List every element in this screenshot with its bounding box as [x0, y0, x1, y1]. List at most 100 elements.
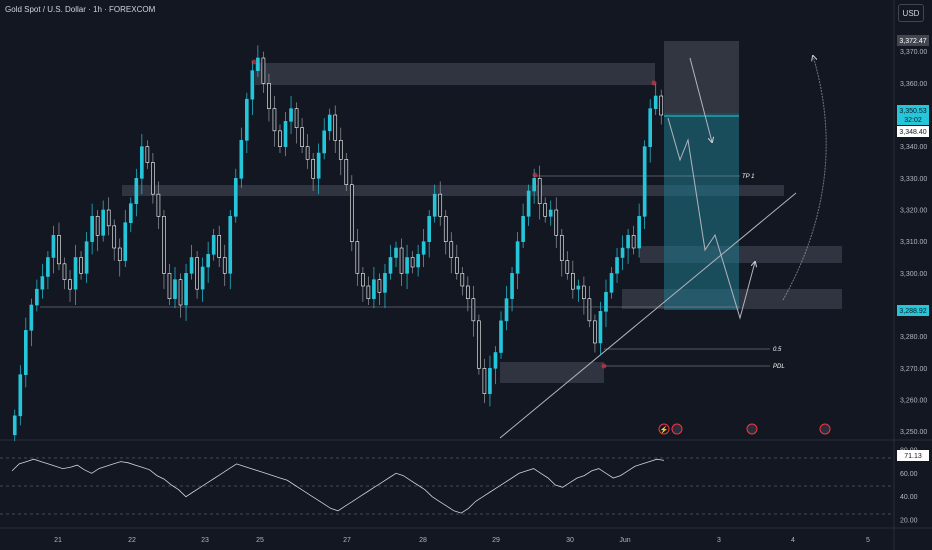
candle-body	[140, 146, 144, 179]
candle-body	[366, 285, 371, 299]
time-axis[interactable]: 21 22 23 25 27 28 29 30 Jun 3 4 5	[54, 537, 870, 544]
candle-body	[233, 178, 238, 217]
candle-body	[18, 374, 23, 417]
candle-body	[372, 279, 376, 299]
candle-body	[283, 121, 288, 147]
upper-resistance-zone[interactable]	[255, 63, 655, 85]
flag-event-icon[interactable]	[819, 423, 831, 435]
price-axis[interactable]: 3,370.00 3,360.00 3,340.00 3,330.00 3,320.00…	[900, 49, 927, 436]
mid-resistance-zone[interactable]	[122, 185, 784, 196]
candle-body	[653, 95, 658, 109]
candle-body	[12, 415, 17, 436]
candle-body	[112, 225, 117, 249]
candle-body	[184, 273, 188, 306]
candle-body	[90, 216, 94, 242]
candle-body	[40, 276, 45, 290]
candle-body	[515, 241, 520, 274]
candle-body	[388, 257, 393, 274]
candle-body	[189, 257, 194, 274]
time-tick-label: 4	[791, 537, 795, 544]
candle-body	[504, 298, 509, 322]
projection-path[interactable]	[667, 56, 827, 320]
pivot-marker	[651, 80, 657, 86]
candle-body	[200, 266, 205, 290]
candle-body	[499, 320, 503, 353]
candle-body	[62, 263, 67, 280]
candle-body	[399, 247, 404, 274]
event-icons[interactable]: ⚡	[658, 423, 831, 435]
candle-body	[239, 140, 244, 179]
candle-body	[35, 288, 39, 306]
tp1-label: TP 1	[742, 174, 754, 180]
candle-body	[162, 216, 166, 274]
lightning-event-icon[interactable]	[658, 423, 670, 435]
candle-body	[615, 257, 619, 274]
candle-body	[416, 254, 420, 268]
candle-body	[410, 257, 415, 268]
current-price-badge	[897, 105, 929, 125]
projection-arrow-up[interactable]	[689, 57, 712, 142]
price-tick-label: 3,330.00	[900, 176, 927, 183]
price-tick-label: 3,360.00	[900, 81, 927, 88]
candle-body	[571, 273, 575, 290]
candle-body	[145, 146, 150, 163]
price-tick-label: 3,340.00	[900, 144, 927, 151]
oscillator-pane[interactable]	[0, 457, 894, 515]
candle-body	[117, 247, 122, 261]
candle-body	[250, 70, 255, 100]
entry-price-label: 3,348.40	[899, 129, 926, 136]
candle-body	[488, 368, 492, 394]
candle-body	[466, 285, 470, 299]
candle-body	[217, 235, 222, 258]
currency-button[interactable]: USD	[898, 4, 924, 22]
candle-body	[548, 209, 553, 217]
projection-arrow-path[interactable]	[667, 117, 755, 320]
candle-body	[272, 108, 277, 132]
candle-body	[648, 108, 653, 147]
candle-body	[278, 130, 282, 147]
candle-body	[46, 257, 50, 277]
position-profit-area[interactable]	[664, 113, 739, 310]
candle-body	[206, 254, 210, 268]
entry-price-badge	[897, 126, 929, 137]
candle-body	[245, 98, 249, 141]
time-tick-label: 28	[419, 537, 427, 544]
time-tick-label: 22	[128, 537, 136, 544]
oscillator-value-label: 71.13	[904, 453, 922, 460]
candle-body	[377, 279, 382, 293]
candle-body	[228, 216, 233, 274]
demand-zone[interactable]	[500, 362, 604, 383]
candle-body	[267, 83, 271, 109]
candle-body	[51, 235, 56, 258]
candle-body	[604, 292, 608, 312]
price-tick-label: 3,370.00	[900, 49, 927, 56]
pivot-markers	[251, 59, 657, 369]
candle-body	[316, 152, 321, 179]
lightning-icon: ⚡	[660, 425, 669, 434]
flag-event-icon[interactable]	[671, 423, 683, 435]
candle-body	[609, 273, 614, 293]
candle-body	[521, 216, 525, 242]
candle-body	[23, 330, 28, 375]
projection-arc[interactable]	[782, 56, 827, 301]
candle-body	[477, 320, 481, 369]
ascending-trendline[interactable]	[499, 192, 797, 439]
candle-body	[383, 273, 387, 293]
candle-body	[294, 108, 299, 128]
candle-body	[322, 130, 327, 154]
stop-price-label: 3,288.92	[899, 308, 926, 315]
flag-event-icon[interactable]	[746, 423, 758, 435]
oscillator-value-badge	[897, 450, 929, 461]
symbol-title[interactable]: Gold Spot / U.S. Dollar · 1h · FOREXCOM	[5, 5, 156, 14]
short-position-tool[interactable]	[664, 41, 739, 310]
target-price-badge	[897, 35, 929, 46]
candle-body	[642, 146, 647, 217]
time-tick-label: 5	[866, 537, 870, 544]
time-tick-label: 29	[492, 537, 500, 544]
candle-body	[432, 193, 437, 217]
candle-body	[333, 114, 338, 141]
candle-body	[95, 216, 100, 236]
price-tick-label: 3,270.00	[900, 366, 927, 373]
